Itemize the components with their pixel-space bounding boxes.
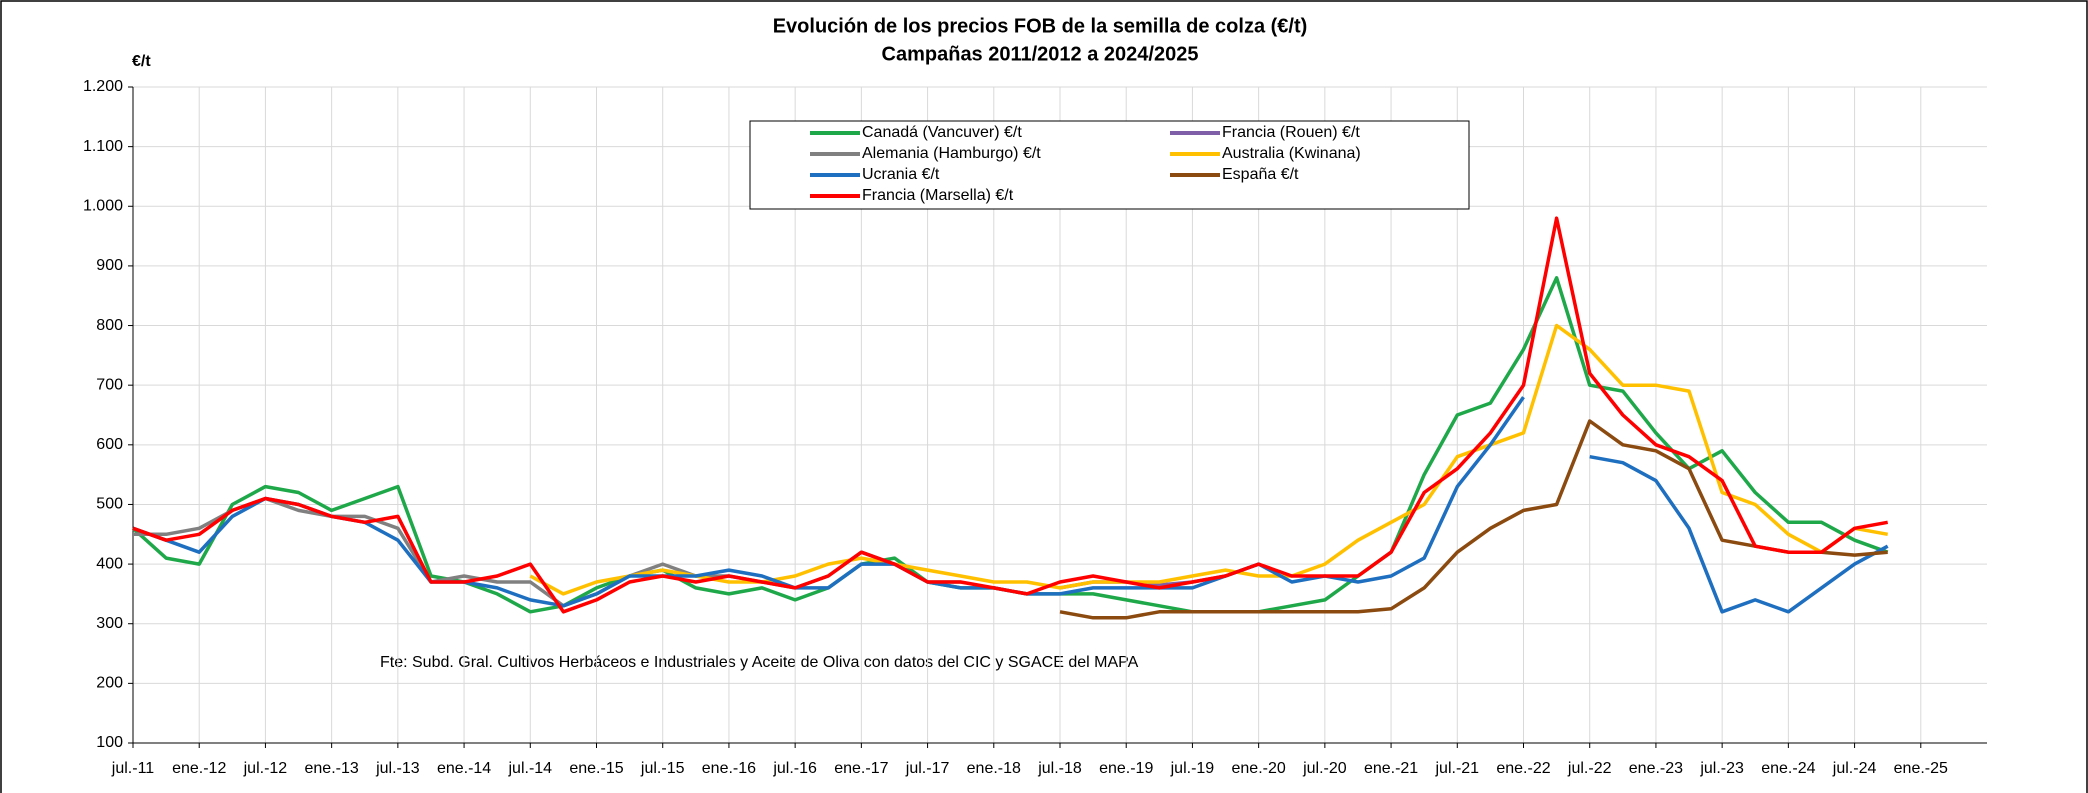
y-tick-label: 500 bbox=[96, 496, 123, 513]
x-tick-label: ene.-18 bbox=[967, 760, 1021, 777]
legend-box bbox=[749, 120, 1470, 210]
x-tick-label: jul.-22 bbox=[1567, 760, 1612, 777]
x-tick-label: jul.-18 bbox=[1037, 760, 1082, 777]
x-tick-label: jul.-21 bbox=[1434, 760, 1479, 777]
series-line bbox=[529, 323, 1889, 596]
x-tick-label: ene.-20 bbox=[1232, 760, 1286, 777]
x-tick-label: jul.-16 bbox=[772, 760, 817, 777]
y-tick-label: 1.000 bbox=[83, 197, 123, 214]
x-tick-label: jul.-19 bbox=[1170, 760, 1215, 777]
x-tick-label: jul.-17 bbox=[905, 760, 950, 777]
chart-subtitle: Campañas 2011/2012 a 2024/2025 bbox=[882, 43, 1199, 65]
x-tick-label: ene.-22 bbox=[1496, 760, 1550, 777]
y-tick-label: 400 bbox=[96, 555, 123, 572]
x-tick-label: ene.-14 bbox=[437, 760, 491, 777]
y-tick-label: 100 bbox=[96, 734, 123, 751]
y-tick-label: 1.200 bbox=[83, 78, 123, 95]
legend-label: Alemania (Hamburgo) €/t bbox=[862, 145, 1041, 162]
x-tick-label: ene.-12 bbox=[172, 760, 226, 777]
x-tick-label: jul.-20 bbox=[1302, 760, 1347, 777]
x-tick-label: ene.-24 bbox=[1761, 760, 1815, 777]
y-tick-label: 900 bbox=[96, 257, 123, 274]
legend-label: España €/t bbox=[1222, 166, 1299, 183]
x-tick-label: jul.-14 bbox=[507, 760, 552, 777]
legend-label: Australia (Kwinana) bbox=[1222, 145, 1361, 162]
legend-label: Francia (Rouen) €/t bbox=[1222, 124, 1360, 141]
x-tick-label: ene.-19 bbox=[1099, 760, 1153, 777]
x-tick-label: ene.-21 bbox=[1364, 760, 1418, 777]
x-tick-label: jul.-13 bbox=[375, 760, 420, 777]
legend-label: Ucrania €/t bbox=[862, 166, 940, 183]
x-tick-label: jul.-11 bbox=[111, 760, 154, 777]
x-tick-label: ene.-16 bbox=[702, 760, 756, 777]
x-tick-label: ene.-23 bbox=[1629, 760, 1683, 777]
x-tick-label: jul.-12 bbox=[243, 760, 288, 777]
y-axis-label: €/t bbox=[132, 53, 151, 70]
x-tick-label: jul.-15 bbox=[640, 760, 685, 777]
x-tick-label: ene.-15 bbox=[569, 760, 623, 777]
y-tick-label: 300 bbox=[96, 615, 123, 632]
x-tick-label: ene.-13 bbox=[305, 760, 359, 777]
legend-label: Francia (Marsella) €/t bbox=[862, 187, 1014, 204]
legend-label: Canadá (Vancuver) €/t bbox=[862, 124, 1022, 141]
y-tick-label: 600 bbox=[96, 436, 123, 453]
y-tick-label: 1.100 bbox=[83, 138, 123, 155]
x-tick-label: jul.-24 bbox=[1832, 760, 1877, 777]
series-line bbox=[132, 216, 1889, 614]
x-tick-label: ene.-17 bbox=[834, 760, 888, 777]
annotation: Fte: Subd. Gral. Cultivos Herbáceos e In… bbox=[380, 654, 1139, 671]
y-tick-label: 700 bbox=[96, 376, 123, 393]
chart-title: Evolución de los precios FOB de la semil… bbox=[773, 15, 1308, 37]
y-tick-label: 200 bbox=[96, 675, 123, 692]
x-tick-label: ene.-25 bbox=[1894, 760, 1948, 777]
series-line bbox=[1059, 419, 1888, 620]
x-tick-label: jul.-23 bbox=[1699, 760, 1744, 777]
y-tick-label: 800 bbox=[96, 317, 123, 334]
